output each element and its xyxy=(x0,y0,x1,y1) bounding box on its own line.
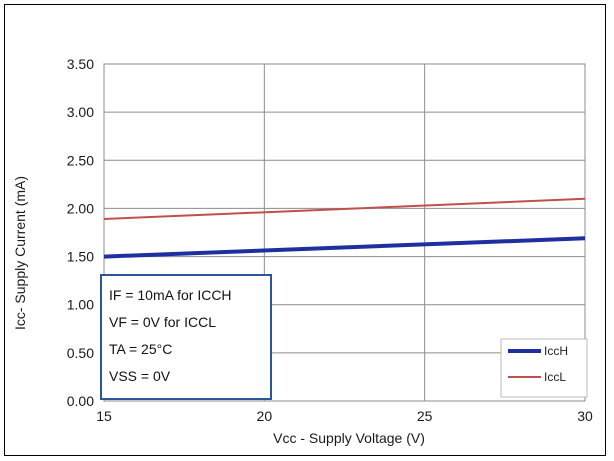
condition-line: TA = 25°C xyxy=(109,341,172,357)
x-axis-title: Vcc - Supply Voltage (V) xyxy=(273,430,425,446)
condition-line: VF = 0V for ICCL xyxy=(109,314,216,330)
y-axis-title: Icc- Supply Current (mA) xyxy=(12,176,28,330)
y-tick-label: 2.00 xyxy=(67,200,94,216)
legend-label-iccl: IccL xyxy=(544,370,566,384)
x-tick-labels: 15 20 25 30 xyxy=(96,408,593,424)
condition-line: IF = 10mA for ICCH xyxy=(109,287,232,303)
legend-label-icch: IccH xyxy=(544,344,568,358)
plot-area-border xyxy=(103,63,586,402)
series-line-icch xyxy=(103,236,586,259)
condition-line: VSS = 0V xyxy=(109,368,171,384)
y-tick-label: 0.50 xyxy=(67,345,94,361)
y-tick-label: 3.00 xyxy=(67,104,94,120)
y-tick-label: 3.50 xyxy=(67,56,94,72)
legend: IccH IccL xyxy=(500,338,588,398)
chart: 0.00 0.50 1.00 1.50 2.00 2.50 3.00 3.50 15 20 25 3… xyxy=(12,56,593,446)
y-tick-label: 1.00 xyxy=(67,297,94,313)
series-lines xyxy=(103,197,586,259)
y-tick-labels: 0.00 0.50 1.00 1.50 2.00 2.50 3.00 3.50 xyxy=(67,56,94,409)
y-tick-label: 2.50 xyxy=(67,152,94,168)
x-tick-label: 20 xyxy=(257,408,273,424)
figure-frame: 0.00 0.50 1.00 1.50 2.00 2.50 3.00 3.50 15 20 25 3… xyxy=(4,4,606,456)
y-tick-label: 0.00 xyxy=(67,393,94,409)
x-tick-label: 30 xyxy=(577,408,593,424)
conditions-box: IF = 10mA for ICCH VF = 0V for ICCL TA =… xyxy=(100,274,272,400)
series-line-iccl xyxy=(103,197,586,221)
x-tick-label: 15 xyxy=(96,408,112,424)
y-tick-label: 1.50 xyxy=(67,249,94,265)
x-tick-label: 25 xyxy=(417,408,433,424)
